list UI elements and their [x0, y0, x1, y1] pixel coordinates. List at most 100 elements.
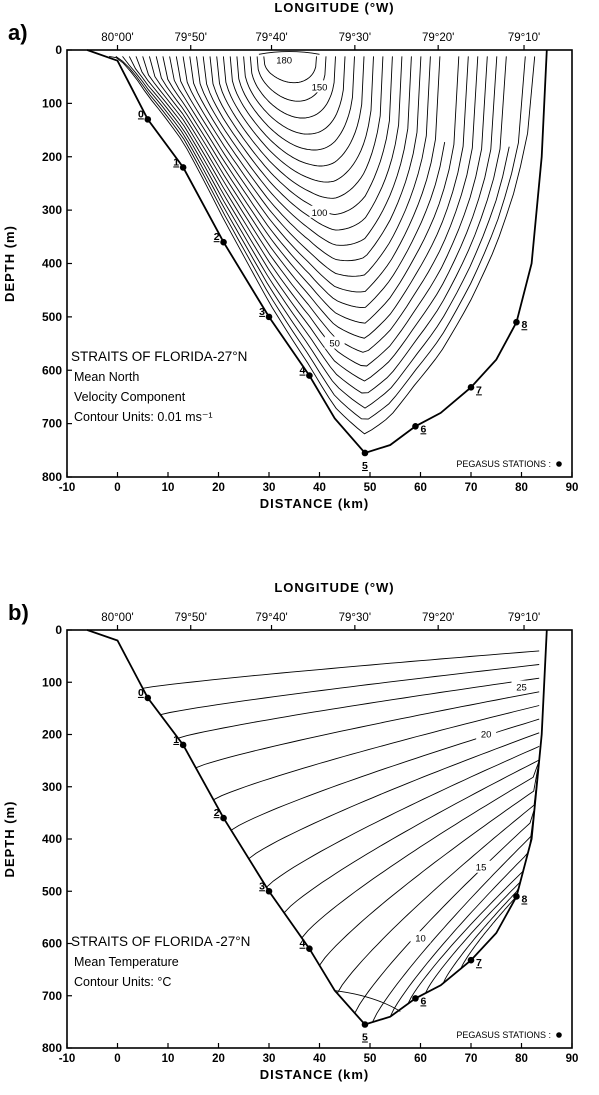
annotation-line: STRAITS OF FLORIDA-27°N: [71, 349, 247, 364]
station-marker: [467, 384, 475, 391]
station-label: 2: [214, 807, 220, 819]
contour-label: 180: [276, 56, 292, 67]
panel-label: b): [8, 600, 29, 625]
x-tick-label: 10: [162, 1053, 175, 1065]
station-marker: [144, 694, 152, 702]
top-tick-label: 79°10': [508, 32, 540, 44]
temperature-contour: [301, 760, 540, 939]
station-label: 3: [259, 880, 265, 892]
y-tick-label: 200: [42, 728, 62, 742]
velocity-contour: [222, 56, 374, 183]
velocity-contour: [243, 56, 346, 135]
x-tick-label: 20: [212, 1053, 225, 1065]
y-tick-label: 300: [42, 780, 62, 794]
x-tick-label: 10: [162, 482, 175, 494]
stations-legend-label: PEGASUS STATIONS :: [456, 1030, 551, 1040]
y-tick-label: 500: [42, 310, 62, 324]
temperature-contour: [334, 990, 401, 1012]
station-marker: [306, 945, 313, 953]
top-tick-label: 79°40': [255, 612, 287, 624]
velocity-contour: [229, 56, 365, 167]
temperature-contour: [266, 745, 540, 888]
x-tick-label: 40: [313, 1053, 326, 1065]
contour-label-bg: [410, 931, 431, 944]
x-tick-label: 60: [414, 482, 427, 494]
top-tick-label: 79°20': [422, 32, 454, 44]
temperature-contour: [319, 760, 540, 966]
x-axis-label: DISTANCE (km): [260, 496, 370, 511]
contour-label: 50: [329, 339, 340, 350]
contour-lines: [109, 51, 536, 435]
y-tick-label: 800: [42, 1041, 62, 1055]
top-axis-label: LONGITUDE (°W): [274, 0, 394, 15]
velocity-contour: [122, 56, 510, 409]
velocity-contour: [155, 56, 469, 339]
velocity-contour: [128, 56, 507, 394]
velocity-contour: [182, 56, 431, 277]
contour-label-bg: [324, 336, 345, 349]
x-tick-label: 80: [515, 482, 528, 494]
x-axis-label: DISTANCE (km): [260, 1067, 370, 1082]
contour-label: 25: [516, 682, 527, 693]
station-marker: [179, 741, 187, 749]
temperature-contour: [283, 759, 540, 914]
annotation-line: Contour Units: °C: [74, 975, 171, 989]
annotation-line: Mean Temperature: [74, 955, 179, 969]
x-tick-label: 90: [566, 1053, 579, 1065]
station-marker: [513, 318, 520, 326]
station-label: 5: [362, 1031, 368, 1043]
station-label: 7: [476, 384, 482, 396]
velocity-contour: [189, 56, 422, 262]
station-label: 0: [138, 687, 144, 699]
station-label: 6: [420, 995, 426, 1007]
x-tick-label: 70: [465, 1053, 478, 1065]
temperature-contour: [442, 864, 526, 984]
y-tick-label: 100: [42, 96, 62, 110]
contour-label: 20: [481, 730, 492, 741]
temperature-contour: [160, 664, 540, 716]
velocity-contour: [109, 55, 536, 435]
panel-b: b) LONGITUDE (°W) 80°00' 79°50' 79°40' 79°30'…: [2, 580, 578, 1082]
x-tick-label: 90: [566, 482, 579, 494]
station-marker: [220, 814, 227, 822]
station-label: 4: [300, 365, 306, 377]
contour-label-bg: [476, 727, 497, 740]
velocity-contour: [249, 56, 336, 119]
station-marker: [265, 313, 273, 321]
contour-label-bg: [471, 860, 492, 873]
y-tick-label: 100: [42, 675, 62, 689]
top-tick-label: 79°40': [255, 32, 287, 44]
contour-label: 15: [476, 863, 487, 874]
temperature-contour: [142, 650, 540, 689]
station-label: 1: [173, 156, 179, 168]
stations-legend-marker: [556, 461, 562, 467]
velocity-contour: [202, 56, 403, 231]
velocity-contour: [258, 51, 320, 55]
x-tick-label: 0: [114, 1053, 120, 1065]
y-tick-label: 400: [42, 257, 62, 271]
contour-label-bg: [309, 205, 330, 218]
y-tick-label: 500: [42, 884, 62, 898]
contour-label: 10: [415, 933, 426, 944]
contour-label: 100: [312, 208, 328, 219]
temperature-contour: [177, 677, 540, 739]
velocity-contour: [263, 56, 317, 84]
contour-label-bg: [309, 80, 330, 93]
x-tick-label: 30: [263, 482, 276, 494]
station-label: 0: [138, 108, 144, 120]
y-tick-label: 700: [42, 417, 62, 431]
y-tick-label: 700: [42, 989, 62, 1003]
station-label: 5: [362, 460, 368, 472]
x-tick-label: 80: [515, 1053, 528, 1065]
y-axis-label: DEPTH (m): [2, 225, 17, 302]
contour-label-bg: [511, 680, 532, 693]
station-marker: [361, 449, 369, 457]
temperature-contour: [372, 760, 540, 1023]
temperature-contour: [336, 760, 540, 994]
station-marker: [412, 422, 419, 430]
contour-label-bg: [274, 53, 295, 66]
y-tick-label: 600: [42, 363, 62, 377]
annotation-line: Mean North: [74, 370, 139, 384]
velocity-contour: [142, 56, 488, 367]
